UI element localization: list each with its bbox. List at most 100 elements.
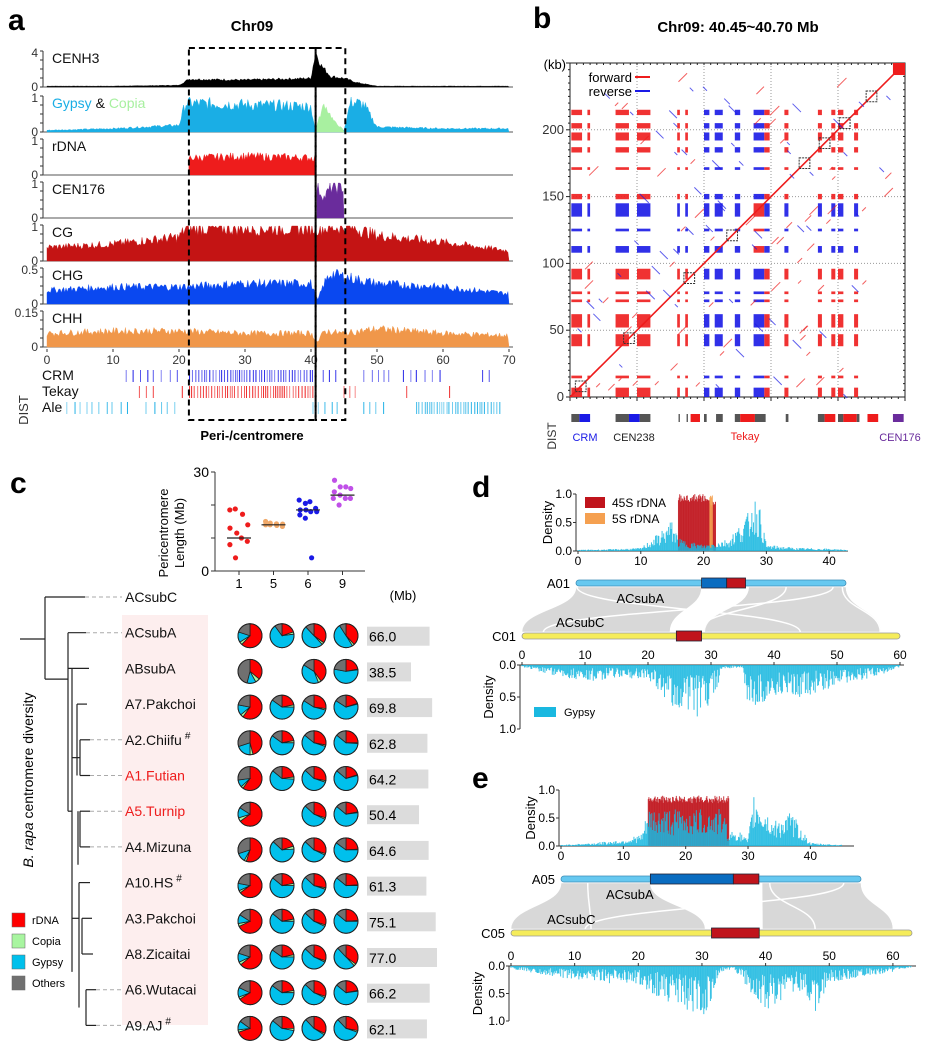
dotplot-block [854,132,859,141]
centromere-length-bar [367,840,429,860]
dist-segment [579,414,591,422]
dotplot-block [764,228,770,232]
scatter-point [232,555,239,561]
accession-name-text: A2.Chiifu [125,732,182,748]
dotplot-block [685,299,688,303]
dotplot-block [753,123,765,129]
dotplot-block [838,132,844,141]
reverse-dot [843,393,848,399]
scatter-point [336,502,342,508]
dotplot-block [764,109,770,116]
dist-segment [716,414,723,422]
pericentromere-scatter: Pericentromere Length (Mb) 30 0 1 5 6 9 [156,464,365,591]
repeat-box [623,332,635,345]
forward-dot [756,86,765,95]
dotplot-block [615,268,629,280]
forward-dot [767,118,777,127]
forward-dot [806,243,815,252]
density-x-tick-label: 30 [741,849,755,863]
dist-segment [571,414,580,422]
forward-dot [621,102,629,110]
accession-mark: # [185,731,191,742]
dotplot-block [587,375,591,379]
density-x-tick-label: 40 [804,849,818,863]
dotplot-block [817,123,822,129]
reverse-dot [662,289,671,298]
dotplot-block [677,387,680,397]
dotplot-block [685,387,688,397]
forward-dot [723,338,733,348]
y-tick-label: 1 [31,220,38,234]
y-tick-label: 1 [31,177,38,191]
forward-dot [627,333,634,341]
dotplot-block [637,132,651,141]
dotplot-block [704,291,710,295]
dotplot-block [571,132,583,141]
y-tick-label: 150 [542,189,564,204]
dotplot-block [587,387,591,397]
pie-slice-others [237,658,251,684]
dotplot-block [587,246,591,253]
pie-outline [237,908,263,934]
dotplot-block [784,228,789,232]
dotplot-block [753,299,765,303]
reverse-dot [673,122,678,128]
panel-b: b Chr09: 40.45~40.70 Mb (kb) 0 50 100 150 20… [533,2,921,450]
accession-name: ACsubA [125,625,177,641]
forward-dot [677,325,687,336]
synteny-gap [768,882,816,930]
scatter-point [331,477,338,483]
dotplot-block [753,375,765,379]
phylogenetic-tree [20,596,122,1027]
pie-outline [269,1015,295,1041]
dotplot-block [734,268,741,280]
dotplot-block [838,299,844,303]
dist-segment [817,414,825,422]
dotplot-block [764,387,770,397]
dotplot-block [734,132,741,141]
repeat-box [838,117,851,129]
peri-centromere-label: Peri-/centromere [200,428,303,443]
dist-label-b: DIST [545,422,559,450]
subgenome-a-label: ACsubA [617,591,665,606]
accession-name-text: A1.Futian [125,768,185,784]
legend-label: 5S rDNA [612,512,659,526]
dotplot-block [734,167,741,170]
dotplot-block [704,147,710,153]
dotplot-block [784,123,789,129]
reverse-dot [674,151,678,156]
dotplot-block [854,228,859,232]
reverse-dot [617,272,622,278]
pie-outline [269,908,295,934]
forward-dot [591,366,601,375]
forward-dot [614,102,619,107]
centromere-length-bar [367,876,427,896]
scatter-point [232,506,238,512]
dotplot-block [587,147,591,153]
scatter-y-tick-label: 0 [201,563,209,579]
dist-track-label: Tekay [42,383,79,399]
rdna-region-a [732,873,760,885]
dist-segment [843,414,857,422]
y-tick-label: 0 [31,125,38,139]
y-tick-label: 200 [542,122,564,137]
forward-dot [618,377,622,382]
centromere-length-bar [367,983,430,1003]
accession-name-text: A8.Zicaitai [125,946,190,962]
dotplot-block [587,228,591,232]
density-y-tick-label: 0.5 [499,690,516,704]
dotplot-block [571,123,583,129]
dotplot-block [637,375,651,379]
dotplot-block [677,167,680,170]
density-y-label: Density [481,675,496,719]
forward-dot [710,236,715,241]
dotplot-block [587,167,591,170]
pie-outline [333,837,359,863]
density-y-tick-label: 0.5 [538,811,555,825]
dotplot-block [764,314,770,328]
dotplot-block [571,193,583,200]
density-y-label: Density [470,971,485,1015]
repeat-box [818,137,831,150]
legend-label: rDNA [32,915,60,927]
